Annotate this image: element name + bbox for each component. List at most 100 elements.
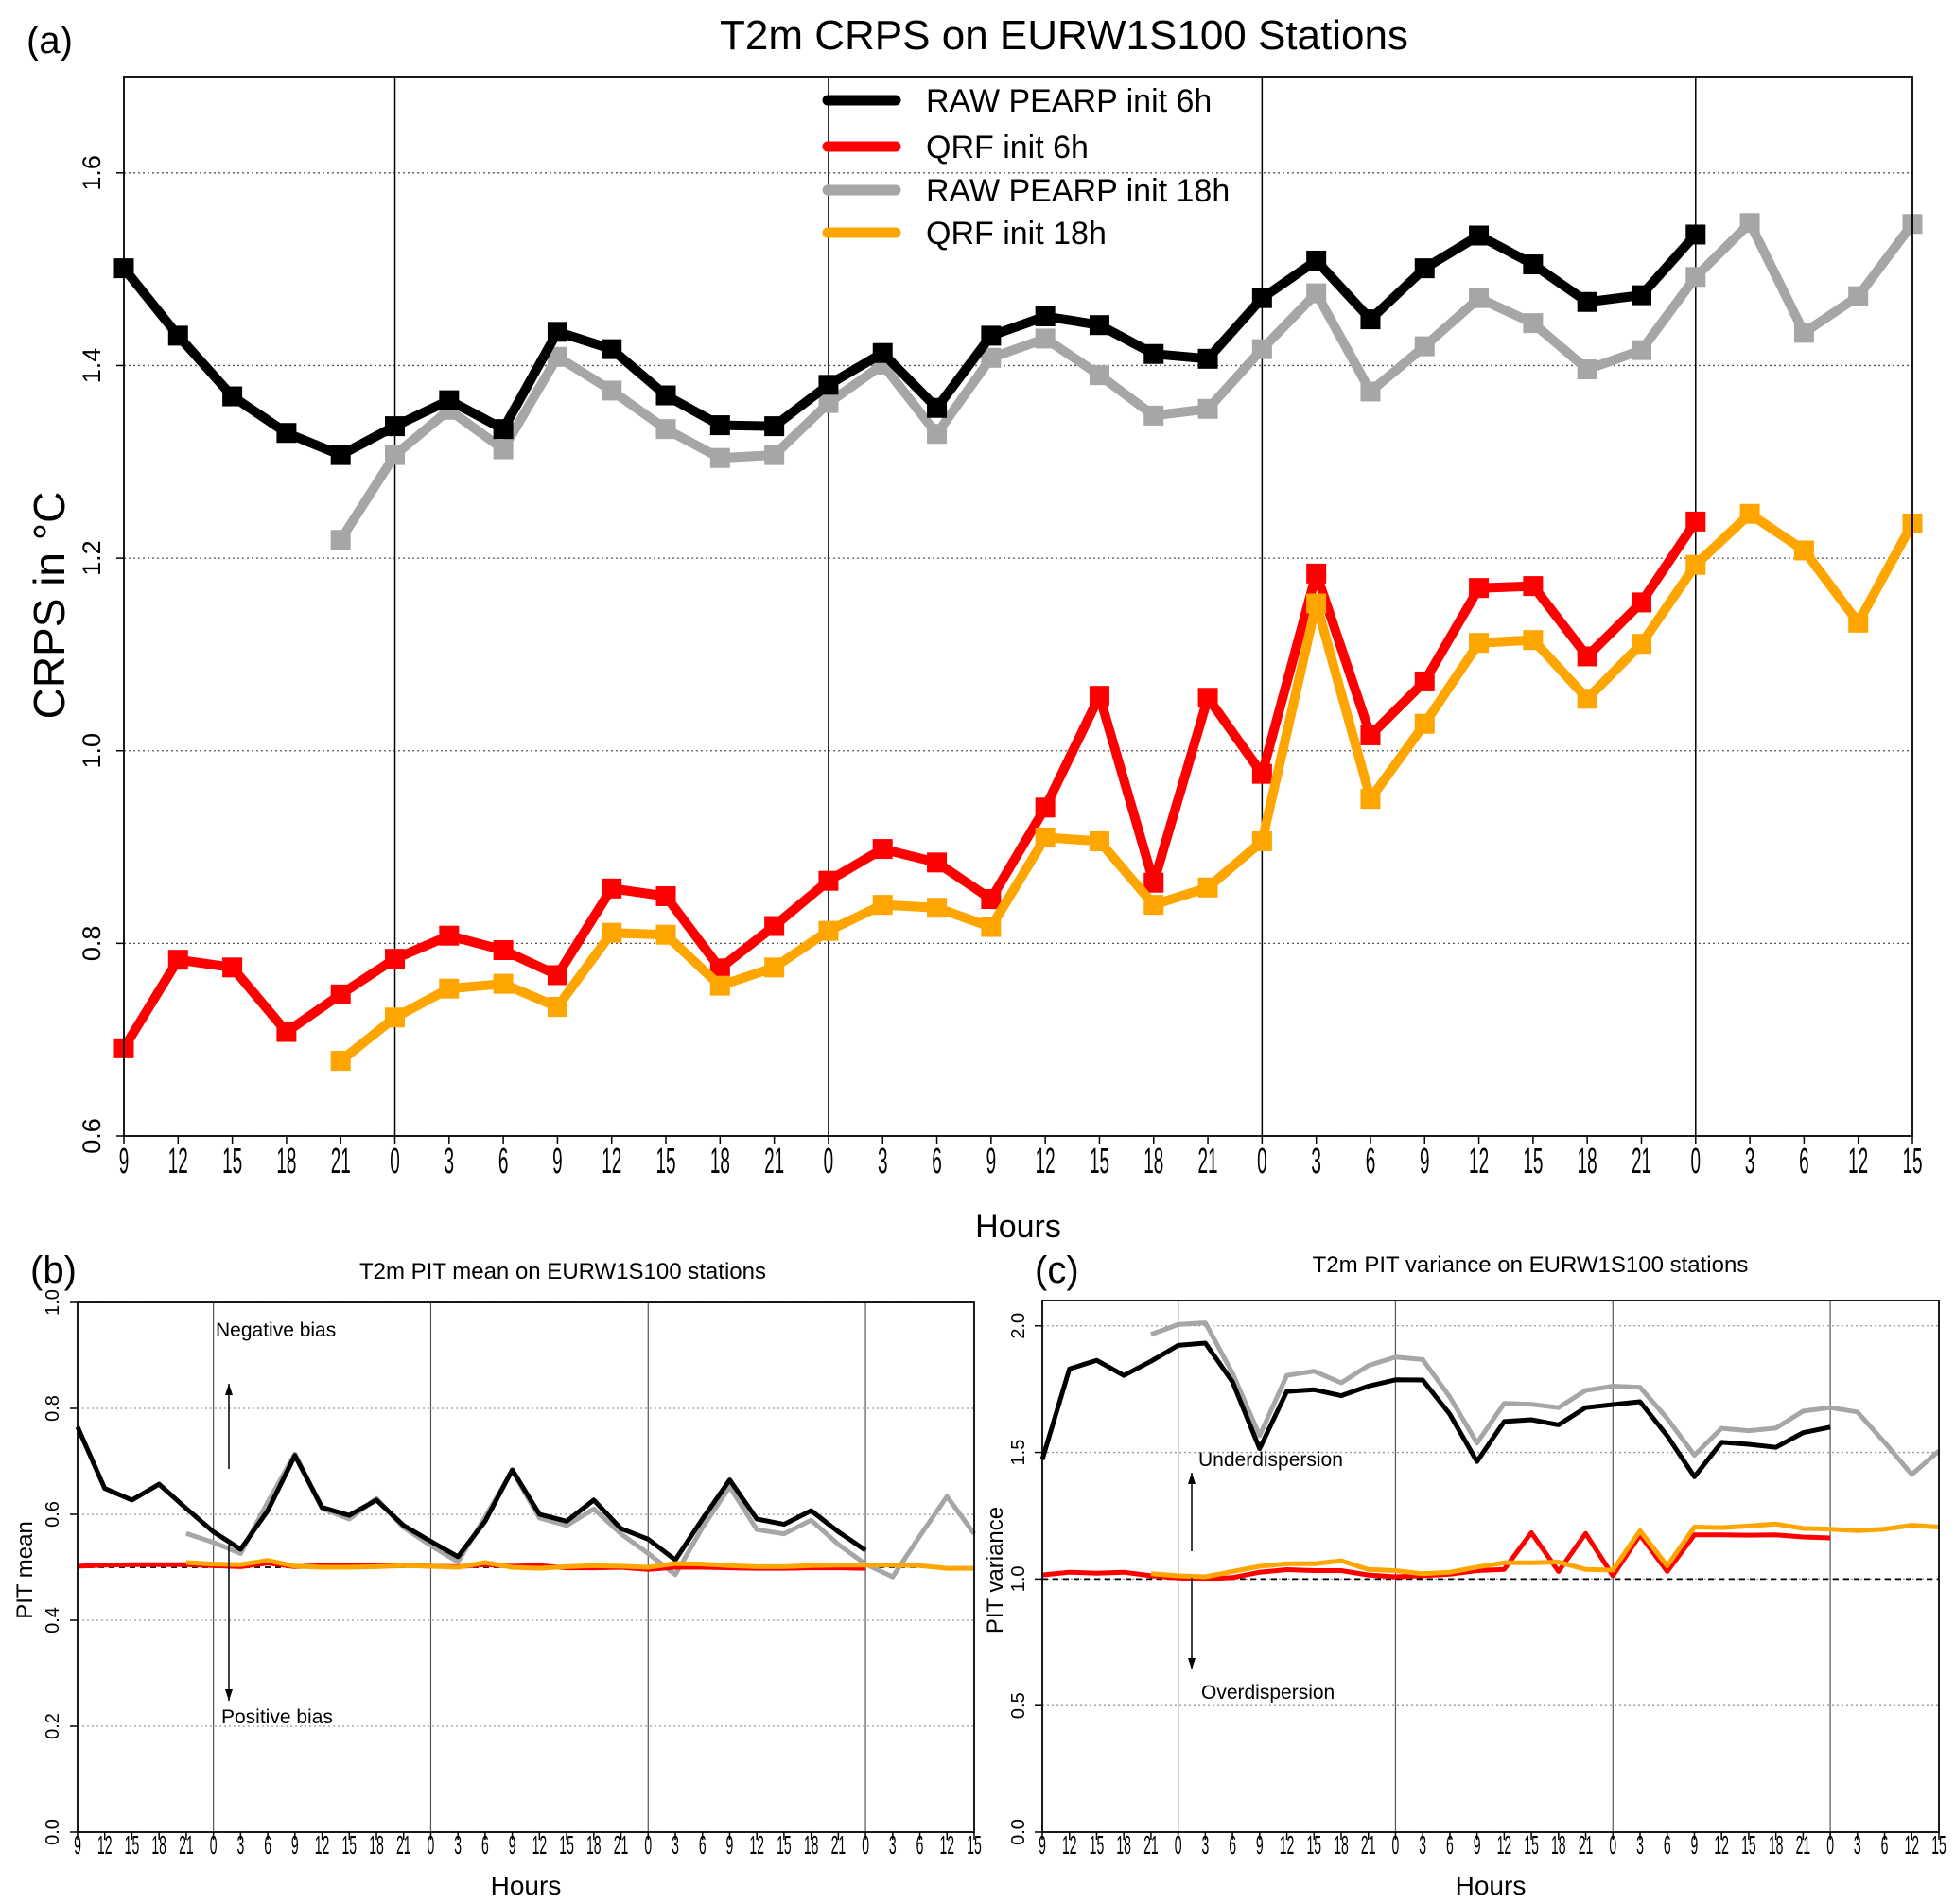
x-tick-label: 15 bbox=[341, 1830, 357, 1860]
data-point-marker bbox=[1414, 336, 1435, 357]
x-tick-label: 12 bbox=[97, 1830, 113, 1860]
chart-panel-a: (a) T2m CRPS on EURW1S100 Stations 0.6 0.8 1… bbox=[25, 12, 1923, 1245]
data-point-marker bbox=[222, 386, 243, 407]
annotations: Underdispersion Overdispersion bbox=[1188, 1449, 1343, 1703]
x-tick-label: 9 bbox=[74, 1830, 81, 1860]
data-point-marker bbox=[1414, 258, 1435, 279]
data-point-marker bbox=[1089, 686, 1109, 707]
data-point-marker bbox=[1577, 646, 1597, 667]
arrow-up-icon bbox=[1188, 1473, 1196, 1484]
data-point-marker bbox=[602, 922, 622, 943]
series-raw18 bbox=[1150, 1320, 1941, 1477]
data-point-marker bbox=[222, 957, 243, 978]
x-tick-label: 12 bbox=[1497, 1830, 1512, 1860]
y-tick-label: 0.8 bbox=[78, 926, 106, 962]
data-point-marker bbox=[1577, 359, 1597, 380]
data-point-marker bbox=[1360, 789, 1381, 810]
x-tick-label: 12 bbox=[1714, 1830, 1729, 1860]
data-point-marker bbox=[981, 325, 1002, 346]
x-tick-label: 9 bbox=[509, 1830, 516, 1860]
series-qrf18 bbox=[1150, 1521, 1940, 1580]
data-point-marker bbox=[818, 375, 839, 395]
x-tick-label: 21 bbox=[396, 1830, 411, 1860]
annotation-text: Overdispersion bbox=[1201, 1682, 1335, 1703]
annotation-text: Positive bias bbox=[221, 1706, 333, 1728]
x-tick-label: 0 bbox=[1691, 1142, 1702, 1181]
y-tick-label: 1.5 bbox=[1008, 1440, 1029, 1466]
x-tick-label: 18 bbox=[1578, 1142, 1597, 1181]
x-tick-label: 18 bbox=[1769, 1830, 1784, 1860]
data-point-marker bbox=[1685, 267, 1706, 288]
data-point-marker bbox=[818, 920, 839, 941]
legend: RAW PEARP init 6h QRF init 6h RAW PEARP in… bbox=[822, 83, 1230, 252]
data-point-marker bbox=[1089, 365, 1109, 386]
data-point-marker bbox=[547, 965, 567, 986]
y-axis-label: CRPS in °C bbox=[25, 492, 74, 720]
data-point-marker bbox=[764, 916, 785, 936]
chart-title: T2m CRPS on EURW1S100 Stations bbox=[720, 12, 1408, 59]
legend-label: RAW PEARP init 18h bbox=[926, 173, 1230, 209]
data-point-marker bbox=[1739, 213, 1760, 234]
x-tick-label: 18 bbox=[151, 1830, 166, 1860]
x-tick-label: 6 bbox=[1799, 1142, 1809, 1181]
data-point-marker bbox=[1143, 895, 1164, 916]
x-tick-label: 15 bbox=[559, 1830, 574, 1860]
x-tick-label: 15 bbox=[967, 1830, 982, 1860]
annotation-text: Underdispersion bbox=[1198, 1449, 1343, 1471]
x-tick-label: 21 bbox=[614, 1830, 629, 1860]
x-tick-label: 3 bbox=[1636, 1830, 1644, 1860]
x-tick-label: 21 bbox=[1579, 1830, 1594, 1860]
x-tick-label: 6 bbox=[916, 1830, 924, 1860]
x-tick-label: 0 bbox=[428, 1830, 435, 1860]
x-tick-label: 15 bbox=[1306, 1830, 1321, 1860]
y-tick-label: 1.0 bbox=[43, 1289, 63, 1316]
data-point-marker bbox=[547, 346, 567, 367]
data-point-marker bbox=[764, 957, 785, 978]
data-point-marker bbox=[981, 889, 1002, 910]
data-point-marker bbox=[493, 939, 514, 960]
data-point-marker bbox=[927, 852, 948, 873]
data-point-marker bbox=[1360, 725, 1381, 745]
data-point-marker bbox=[764, 416, 785, 437]
data-point-marker bbox=[1306, 250, 1327, 271]
x-tick-label: 3 bbox=[1745, 1142, 1755, 1181]
x-tick-label: 18 bbox=[1116, 1830, 1131, 1860]
series-line bbox=[1150, 1521, 1940, 1580]
x-tick-label: 15 bbox=[1090, 1830, 1105, 1860]
x-tick-label: 12 bbox=[1036, 1142, 1056, 1181]
data-point-marker bbox=[276, 1022, 297, 1042]
data-point-marker bbox=[1143, 405, 1164, 426]
data-point-marker bbox=[547, 997, 567, 1018]
data-point-marker bbox=[1306, 283, 1327, 304]
arrow-down-icon bbox=[1188, 1658, 1196, 1669]
data-point-marker bbox=[1143, 872, 1164, 893]
data-point-marker bbox=[1251, 339, 1272, 359]
data-point-marker bbox=[1414, 671, 1435, 691]
data-point-marker bbox=[1143, 343, 1164, 364]
data-point-marker bbox=[1306, 563, 1327, 584]
data-point-marker bbox=[1251, 830, 1272, 851]
data-point-marker bbox=[1631, 592, 1651, 613]
x-tick-label: 12 bbox=[168, 1142, 188, 1181]
x-tick-label: 15 bbox=[222, 1142, 242, 1181]
data-point-marker bbox=[602, 380, 622, 401]
x-tick-label: 0 bbox=[1257, 1142, 1267, 1181]
data-point-marker bbox=[1631, 634, 1651, 655]
series-qrf6 bbox=[113, 511, 1706, 1058]
legend-label: RAW PEARP init 6h bbox=[926, 83, 1212, 119]
data-point-marker bbox=[655, 385, 676, 406]
x-tick-label: 18 bbox=[804, 1830, 819, 1860]
x-tick-label: 18 bbox=[1551, 1830, 1566, 1860]
data-point-marker bbox=[167, 950, 188, 970]
y-tick-label: 0.6 bbox=[43, 1501, 63, 1528]
data-point-marker bbox=[1251, 763, 1272, 784]
data-point-marker bbox=[1793, 540, 1814, 561]
data-point-marker bbox=[709, 447, 730, 468]
x-tick-label: 0 bbox=[210, 1830, 218, 1860]
x-tick-label: 3 bbox=[1419, 1830, 1426, 1860]
data-point-marker bbox=[818, 870, 839, 891]
data-point-marker bbox=[330, 1051, 351, 1072]
data-point-marker bbox=[385, 1007, 406, 1028]
series-raw6 bbox=[1039, 1340, 1831, 1479]
x-tick-label: 3 bbox=[1201, 1830, 1209, 1860]
